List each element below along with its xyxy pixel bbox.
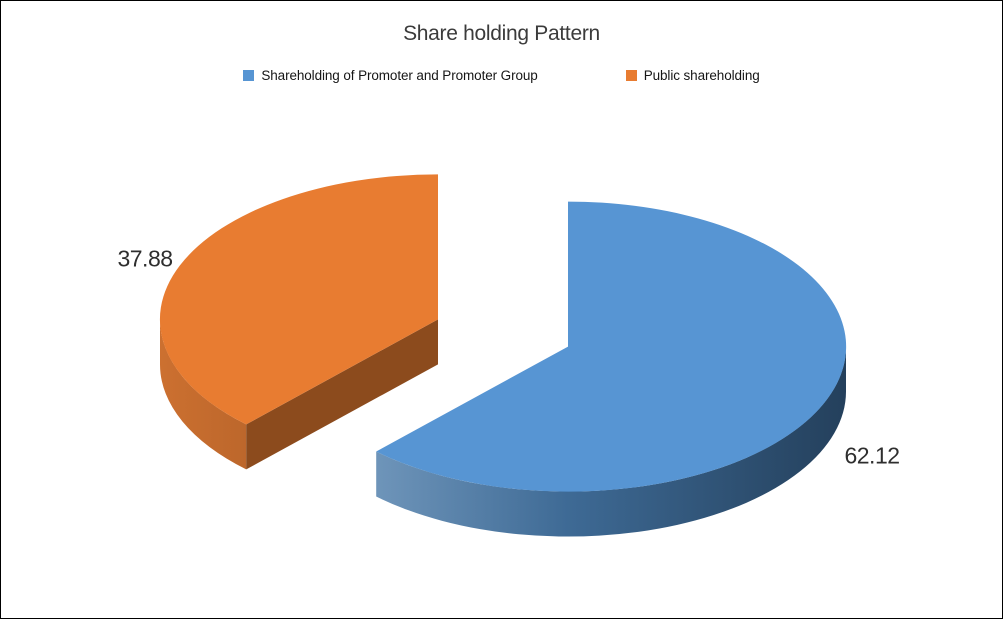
pie-cut-face-public [246,319,438,470]
pie-rim-promoter-group [376,346,846,537]
legend-label-promoter-group: Shareholding of Promoter and Promoter Gr… [261,68,538,83]
data-label-public: 37.88 [117,245,173,272]
legend-swatch-promoter-icon [243,70,255,81]
data-label-promoter-group: 62.12 [844,442,900,469]
legend-label-public: Public shareholding [643,68,760,83]
chart-legend: Shareholding of Promoter and Promoter Gr… [1,68,1002,83]
legend-item-public[interactable]: Public shareholding [625,68,760,83]
chart-title: Share holding Pattern [403,22,600,45]
legend-item-promoter-group[interactable]: Shareholding of Promoter and Promoter Gr… [243,68,538,83]
legend-swatch-public-icon [625,70,637,81]
pie-rim-public [159,319,247,470]
pie-slice-public[interactable] [159,174,438,425]
pie-slice-promoter-group[interactable] [376,201,847,492]
